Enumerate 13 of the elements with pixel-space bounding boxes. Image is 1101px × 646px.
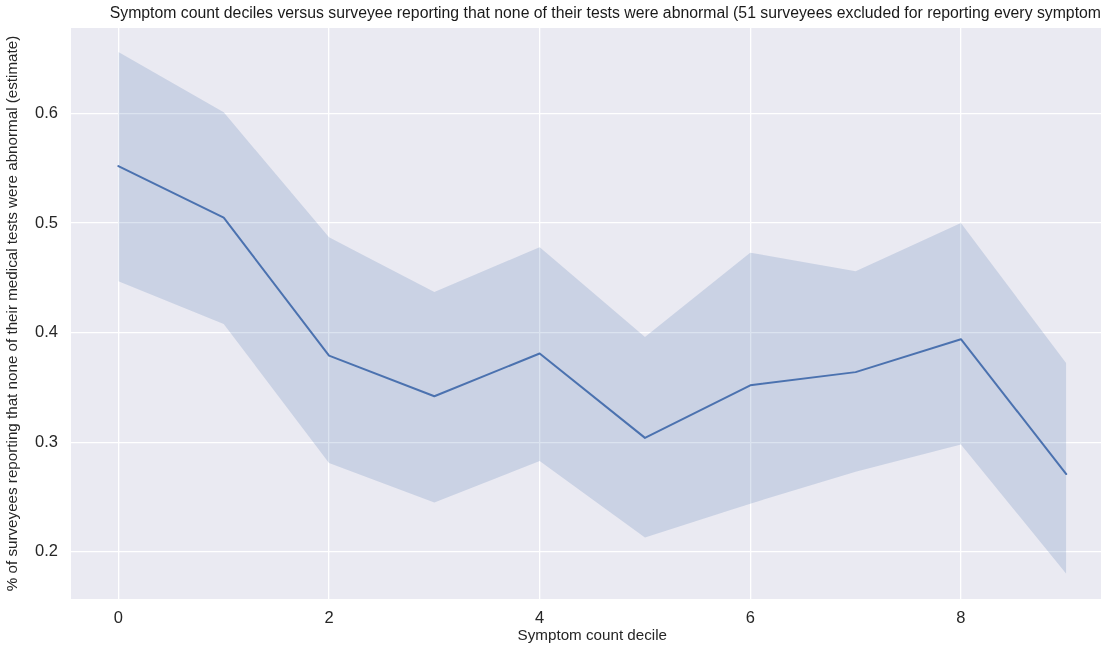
y-tick-label: 0.4 — [35, 322, 58, 341]
y-tick-label: 0.3 — [35, 431, 58, 450]
y-axis-title: % of surveyees reporting that none of their medical tests were abnormal (estimate) — [3, 35, 21, 592]
x-tick-label: 6 — [745, 608, 755, 627]
chart-title: Symptom count deciles versus surveyee reporting that none of their tests were abnormal (51 surveyees excluded for reporting every symptom — [109, 3, 1101, 21]
y-tick-label: 0.2 — [35, 541, 58, 560]
x-tick-label: 4 — [535, 608, 545, 627]
x-axis-title: Symptom count decile — [517, 626, 668, 643]
x-tick-label: 2 — [324, 608, 334, 627]
x-tick-label: 0 — [113, 608, 123, 627]
x-tick-label: 8 — [956, 608, 966, 627]
y-tick-label: 0.6 — [35, 103, 58, 121]
y-tick-label: 0.5 — [35, 212, 58, 231]
